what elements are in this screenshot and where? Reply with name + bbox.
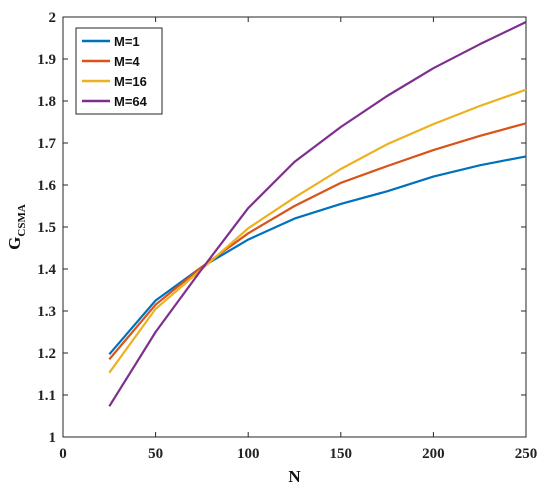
x-tick-label: 250: [515, 446, 538, 462]
y-tick-label: 1.5: [37, 220, 56, 236]
y-tick-label: 2: [49, 10, 57, 26]
axes: 0 50 100 150 200 250 1 1.1 1.2 1.3 1.4 1.5 1.6 1.7 1.8…: [5, 10, 537, 486]
y-tick-label: 1.4: [37, 262, 56, 278]
y-tick-label: 1.3: [37, 304, 56, 320]
y-axis-title: GCSMA: [5, 204, 28, 250]
legend-label: M=64: [114, 94, 148, 109]
y-tick-label: 1.7: [37, 136, 56, 152]
x-tick-label: 50: [148, 446, 163, 462]
y-tick-label: 1.9: [37, 52, 56, 68]
x-tick-label: 150: [330, 446, 353, 462]
y-tick-label: 1.2: [37, 346, 56, 362]
series-line-M=1: [108, 155, 527, 356]
legend-label: M=4: [114, 54, 140, 69]
x-tick-label: 0: [59, 446, 67, 462]
x-axis-title: N: [288, 467, 301, 486]
series-group: [108, 21, 527, 407]
y-axis-title-subscript: CSMA: [16, 204, 28, 236]
series-line-M=64: [108, 21, 527, 407]
series-line-M=4: [108, 122, 527, 361]
y-tick-label: 1.1: [37, 388, 56, 404]
legend-label: M=16: [114, 74, 147, 89]
y-tick-label: 1.6: [37, 178, 56, 194]
y-tick-label: 1.8: [37, 94, 56, 110]
legend: M=1 M=4 M=16 M=64: [75, 27, 163, 115]
x-tick-label: 100: [237, 446, 260, 462]
legend-box: [75, 27, 163, 115]
y-axis-title-main: G: [5, 237, 24, 250]
x-tick-label: 200: [422, 446, 445, 462]
y-tick-label: 1: [49, 430, 57, 446]
series-line-M=16: [108, 88, 527, 374]
legend-label: M=1: [114, 34, 140, 49]
